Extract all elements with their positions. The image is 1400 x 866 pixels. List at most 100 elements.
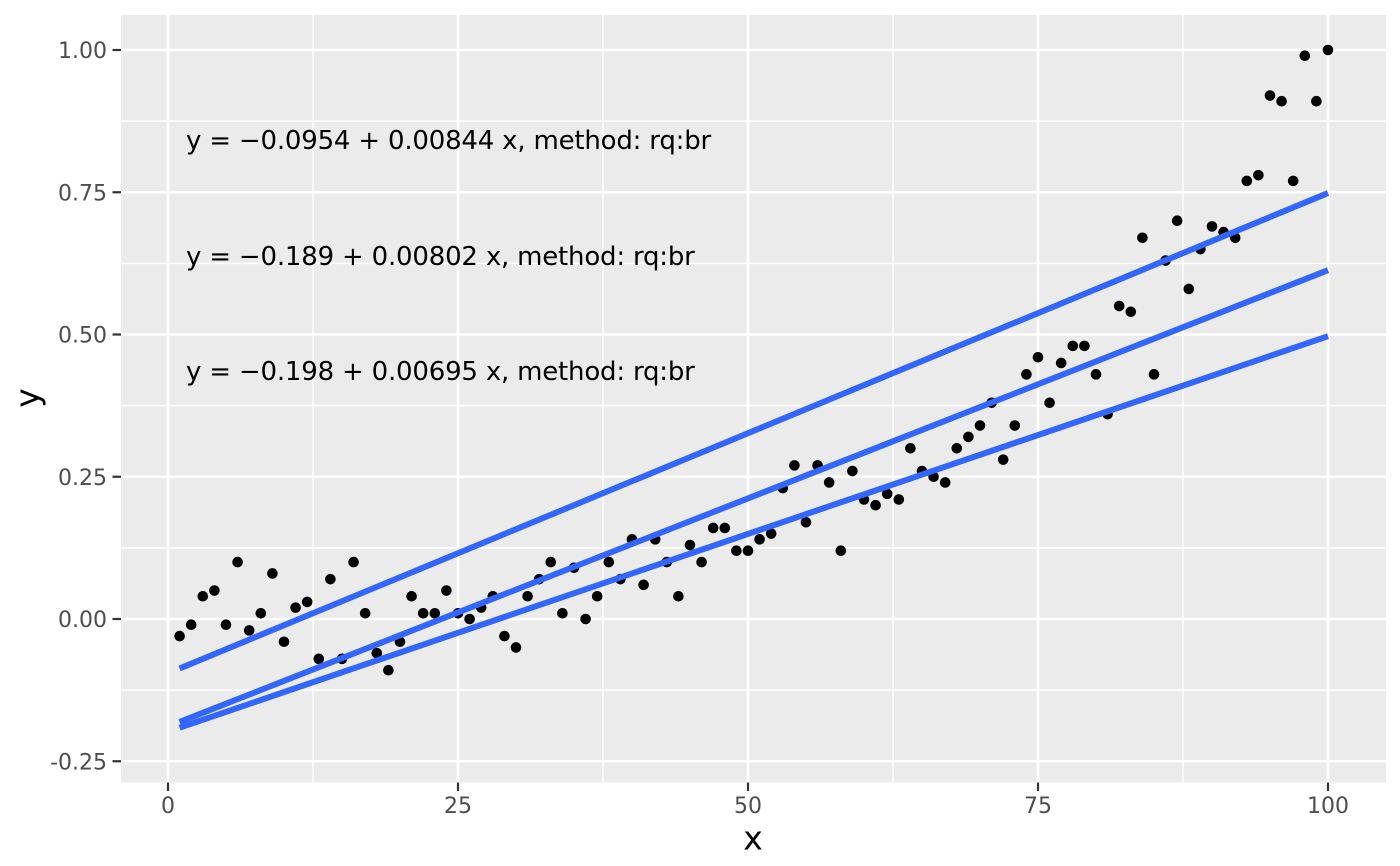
data-point [1079, 340, 1090, 352]
data-point [1287, 175, 1299, 187]
data-point [359, 608, 371, 619]
data-point [174, 630, 185, 642]
data-point [742, 545, 754, 557]
x-tick-label: 0 [161, 794, 175, 819]
data-point [1021, 369, 1032, 380]
data-point [684, 539, 696, 551]
data-point [1264, 90, 1276, 101]
data-point [1171, 215, 1183, 226]
data-point [939, 477, 951, 488]
data-point [997, 454, 1009, 465]
data-point [696, 556, 707, 568]
data-point [1183, 283, 1195, 295]
equation-annotations: y = −0.0954 + 0.00844 x, method: rq:br y… [186, 45, 711, 469]
data-point [835, 545, 847, 557]
data-point [951, 443, 963, 454]
data-point [278, 636, 290, 648]
data-point [185, 619, 197, 630]
data-point [197, 590, 209, 602]
data-point [243, 625, 255, 636]
regression-line-3 [178, 333, 1329, 731]
data-point [1009, 420, 1021, 431]
x-axis-title: x [743, 818, 763, 858]
data-point [974, 420, 986, 431]
data-point [1044, 397, 1055, 409]
data-point [719, 522, 731, 534]
data-point [823, 477, 835, 488]
data-point [220, 619, 232, 630]
data-point [1055, 357, 1067, 369]
data-point [707, 522, 719, 534]
data-point [580, 613, 591, 625]
data-point [499, 630, 510, 642]
data-point [267, 568, 278, 579]
data-point [1125, 306, 1137, 318]
data-point [209, 585, 220, 596]
data-point [1299, 50, 1311, 61]
data-point [290, 602, 301, 613]
data-point [255, 608, 267, 619]
data-point [765, 528, 777, 539]
data-point [557, 608, 568, 619]
data-point [754, 534, 765, 545]
data-point [522, 590, 533, 602]
y-tick-label: 0.50 [58, 324, 107, 349]
data-point [800, 516, 812, 528]
data-point [963, 431, 974, 443]
data-point [1148, 369, 1160, 380]
x-tick-label: 25 [444, 794, 472, 819]
data-point [1113, 300, 1125, 312]
regression-line-2 [178, 267, 1330, 725]
y-tick-label: 0.75 [58, 181, 107, 206]
data-point [1206, 221, 1218, 232]
data-point [847, 465, 858, 477]
data-point [1276, 95, 1287, 107]
plot-panel [121, 15, 1386, 783]
data-point [1241, 175, 1253, 187]
data-point [510, 642, 522, 653]
data-point [1067, 340, 1079, 352]
data-point [893, 494, 905, 505]
data-point [905, 443, 916, 454]
data-point [881, 488, 893, 500]
equation-label: y = −0.198 + 0.00695 x, method: rq:br [186, 357, 695, 387]
data-point [441, 585, 452, 596]
x-tick-label: 50 [734, 794, 762, 819]
data-point [348, 556, 359, 568]
data-point [417, 608, 429, 619]
x-tick-label: 75 [1024, 794, 1052, 819]
data-point [673, 590, 684, 602]
y-tick-label: 0.00 [58, 608, 107, 633]
data-point [313, 653, 325, 665]
data-point [870, 499, 881, 511]
data-point [1032, 351, 1044, 363]
y-axis-title: y [7, 388, 47, 408]
data-point [429, 608, 441, 619]
data-point [301, 596, 313, 608]
data-point [383, 664, 394, 676]
data-point [1311, 95, 1322, 107]
y-tick-label: 0.25 [58, 466, 107, 491]
equation-label: y = −0.189 + 0.00802 x, method: rq:br [186, 241, 695, 272]
data-point [1137, 232, 1148, 244]
y-tick-label: -0.25 [50, 750, 107, 775]
data-point [371, 647, 383, 659]
x-tick-label: 100 [1307, 794, 1349, 819]
data-point [731, 545, 742, 557]
data-point [464, 613, 475, 625]
data-point [232, 556, 243, 568]
data-point [789, 460, 800, 471]
data-point [325, 573, 336, 585]
data-point [1322, 44, 1334, 56]
data-point [406, 590, 417, 602]
data-point [591, 590, 603, 602]
y-tick-label: 1.00 [58, 39, 107, 64]
regression-line-1 [178, 190, 1330, 672]
data-point [638, 579, 649, 591]
data-point [545, 556, 557, 568]
equation-label: y = −0.0954 + 0.00844 x, method: rq:br [186, 126, 711, 156]
data-point [603, 556, 615, 568]
data-point [1253, 169, 1264, 181]
